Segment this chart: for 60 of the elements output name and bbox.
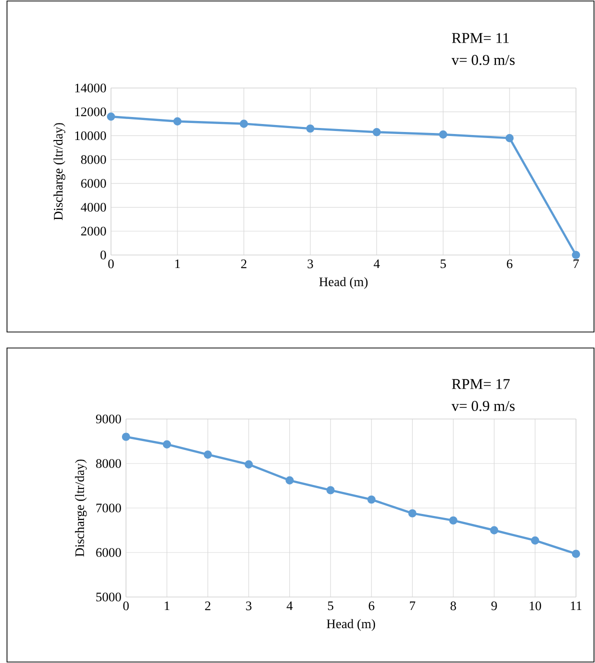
point <box>572 550 580 558</box>
x-tick-label: 1 <box>175 260 180 268</box>
point <box>306 124 314 133</box>
point <box>173 117 182 126</box>
text: v= 0.9 m/s <box>452 54 515 66</box>
x-tick-label: 3 <box>246 602 252 610</box>
x-axis-title: Head (m) <box>326 619 376 631</box>
point <box>106 112 116 121</box>
x-tick-label: 5 <box>440 260 446 268</box>
x-tick-label: 2 <box>241 260 246 268</box>
y-tick-label: 10000 <box>75 131 106 140</box>
point <box>244 460 253 468</box>
x-tick-label: 10 <box>530 602 542 610</box>
x-tick-label: 7 <box>410 602 416 610</box>
x-tick-label: 6 <box>506 260 512 268</box>
y-tick-label: 12000 <box>75 107 106 116</box>
y-tick-label: 7000 <box>96 504 121 512</box>
x-tick-label: 9 <box>491 602 497 610</box>
point <box>572 250 580 260</box>
x-tick-label: 0 <box>123 602 129 610</box>
point <box>204 450 212 459</box>
text: RPM= 11 <box>452 33 509 43</box>
text: v= 0.9 m/s <box>452 400 515 412</box>
y-tick-label: 4000 <box>80 202 106 212</box>
text: RPM= 17 <box>452 379 510 389</box>
x-tick-label: 4 <box>374 260 380 268</box>
y-tick-label: 14000 <box>75 84 106 92</box>
x-tick-label: 1 <box>164 602 170 610</box>
point <box>286 476 294 485</box>
y-tick-label: 0 <box>100 250 106 260</box>
point <box>367 495 376 504</box>
x-tick-label: 11 <box>570 602 582 610</box>
y-axis-title: Discharge (ltr/day) <box>74 460 87 557</box>
y-tick-label: 2000 <box>81 226 106 236</box>
point <box>408 509 416 518</box>
point <box>162 440 172 448</box>
y-tick-label: 5000 <box>96 592 121 602</box>
x-tick-label: 7 <box>574 260 579 268</box>
point <box>372 128 381 136</box>
point <box>490 526 498 534</box>
point <box>439 130 448 139</box>
x-tick-label: 6 <box>368 602 374 610</box>
x-tick-label: 2 <box>205 602 210 610</box>
point <box>240 120 248 128</box>
x-axis-title: Head (m) <box>319 277 368 289</box>
point <box>122 432 130 441</box>
y-tick-label: 8000 <box>96 459 121 468</box>
x-tick-label: 4 <box>286 602 293 610</box>
y-tick-label: 6000 <box>81 179 106 188</box>
y-tick-label: 9000 <box>96 414 121 424</box>
x-tick-label: 8 <box>450 602 456 610</box>
point <box>530 536 540 545</box>
y-axis-title: Discharge (ltr/day) <box>53 123 66 220</box>
y-tick-label: 6000 <box>96 548 121 557</box>
point <box>449 516 458 525</box>
y-tick-label: 8000 <box>81 155 106 164</box>
point <box>326 486 335 494</box>
x-tick-label: 5 <box>328 602 334 610</box>
point <box>505 134 514 142</box>
x-tick-label: 3 <box>308 260 314 268</box>
